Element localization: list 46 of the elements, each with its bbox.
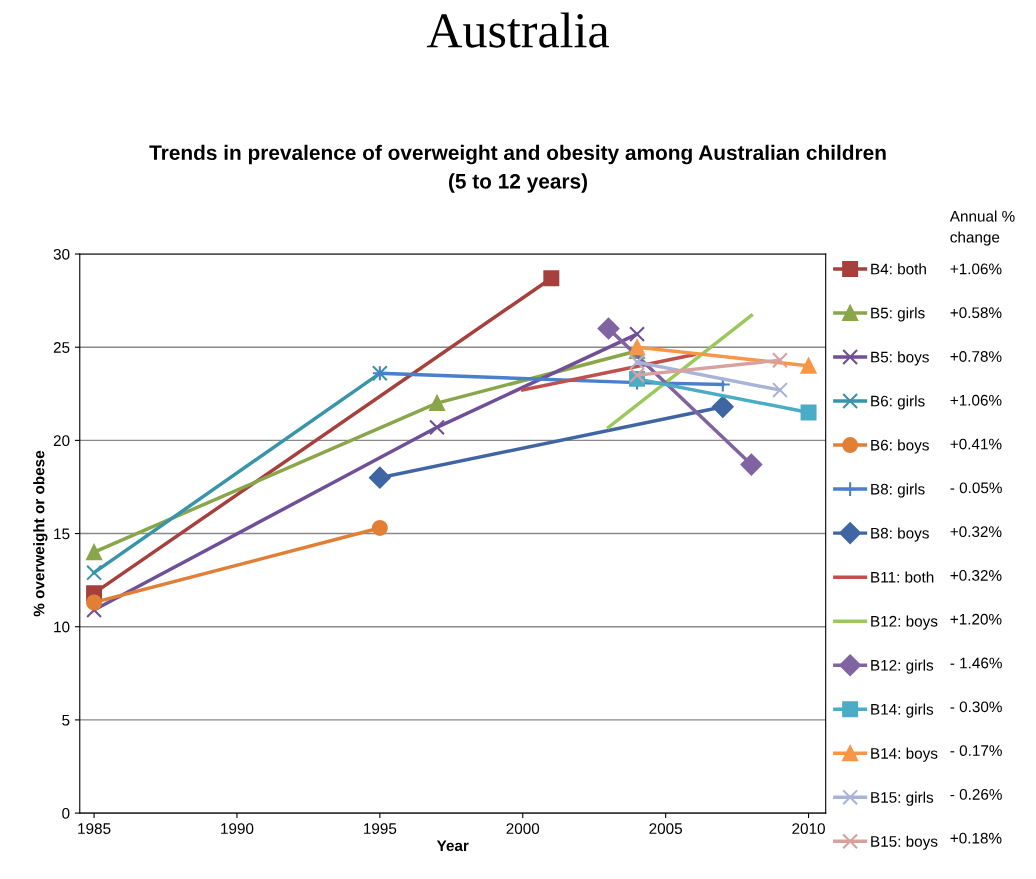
x-tick-label: 1995 [364,823,397,835]
chart-title: Australia [426,12,609,48]
y-tick-label: 25 [53,342,70,353]
legend-label: B14: boys [871,747,938,762]
legend-label: B6: girls [871,395,925,410]
y-tick-label: 0 [62,807,70,819]
text: Annual % change [949,210,1015,246]
text: - 0.17% [950,745,1002,757]
x-tick-label: 2010 [792,823,825,835]
y-axis-title: % overweight or obese [33,450,48,617]
legend-label: B5: girls [871,307,925,322]
y-tick-label: 10 [54,621,70,633]
text: +1.20% [950,613,1002,625]
legend-label: B8: girls [871,483,925,498]
x-tick-label: 1985 [78,823,111,835]
text: - 0.05% [950,482,1002,494]
legend-label: B14: girls [871,703,934,718]
text: +0.41% [950,438,1002,450]
x-tick-label: 2005 [649,823,682,835]
text: +0.78% [950,351,1002,362]
legend-label: B8: boys [871,527,929,542]
legend-label: B4: both [871,263,926,275]
text: - 0.30% [950,701,1002,713]
text: +0.58% [950,307,1002,319]
chart-subtitle: Trends in prevalence of overweight and obesity among Australian children (5 to 12 years) [149,144,886,193]
x-tick-label: 2000 [506,823,540,835]
legend-label: B6: boys [871,439,929,454]
text: - 1.46% [950,657,1002,669]
legend-label: B15: girls [871,791,934,806]
x-axis-title: Year [436,840,469,852]
y-tick-label: 30 [53,248,70,260]
legend-label: B5: boys [871,351,929,366]
text: +0.18% [950,832,1002,844]
text: +0.32% [950,570,1002,581]
text: +1.06% [950,263,1002,275]
y-tick-label: 20 [53,435,70,447]
text: - 0.26% [950,788,1002,800]
y-tick-label: 5 [62,714,70,726]
text: +1.06% [950,394,1002,406]
legend-label: B11: both [871,571,934,583]
x-tick-label: 1990 [221,823,254,835]
legend-label: B12: girls [871,659,934,674]
text: +0.32% [950,526,1002,538]
legend-label: B12: boys [871,615,938,630]
legend-label: B15: boys [871,835,938,850]
y-tick-label: 15 [54,528,70,540]
